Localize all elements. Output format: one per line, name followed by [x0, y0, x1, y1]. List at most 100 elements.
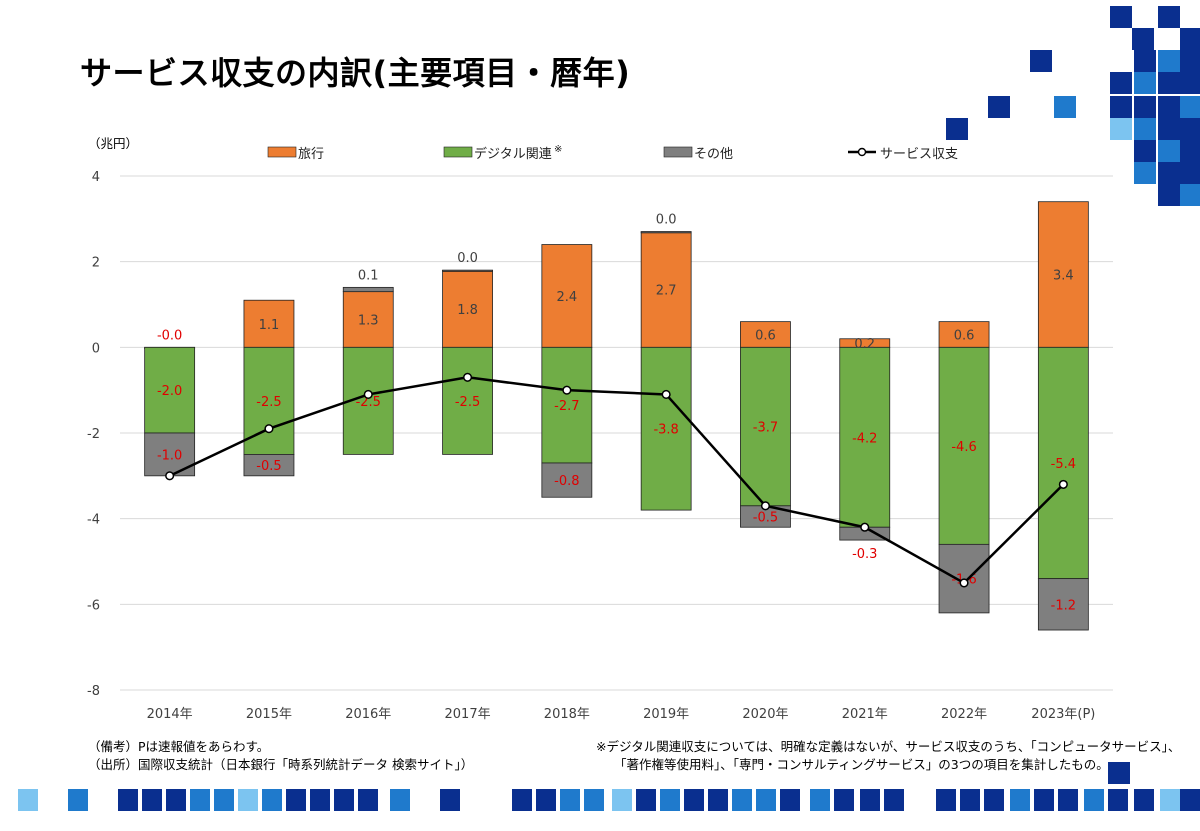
x-tick-label: 2015年	[246, 707, 292, 722]
other-data-label: -1.2	[1051, 598, 1076, 613]
decorative-square	[1034, 789, 1054, 811]
travel-bar	[740, 321, 791, 348]
decorative-square	[214, 789, 234, 811]
decorative-square	[238, 789, 258, 811]
travel-bar	[938, 321, 990, 348]
x-tick-label: 2018年	[544, 707, 590, 722]
decorative-square	[262, 789, 282, 811]
decorative-square	[166, 789, 186, 811]
decorative-square	[18, 789, 38, 811]
service-balance-point	[363, 389, 373, 400]
decorative-square	[660, 789, 680, 811]
travel-data-label: 0.6	[755, 328, 776, 343]
x-tick-label: 2017年	[445, 707, 491, 722]
decorative-square	[68, 789, 88, 811]
digital-data-label: -3.8	[653, 423, 678, 438]
decorative-square	[1158, 6, 1180, 28]
other-bar	[541, 462, 593, 498]
x-tick-label: 2014年	[147, 707, 193, 722]
service-balance-point	[463, 372, 473, 382]
decorative-square	[1158, 96, 1180, 118]
digital-bar	[640, 346, 692, 511]
other-data-label: -0.8	[554, 474, 579, 489]
decorative-square	[1158, 50, 1180, 72]
decorative-square	[1134, 50, 1156, 72]
travel-bar	[442, 269, 493, 348]
decorative-square	[286, 789, 306, 811]
decorative-square	[1134, 96, 1156, 118]
decorative-square	[1158, 162, 1180, 184]
decorative-square	[1134, 118, 1156, 140]
decorative-square	[118, 789, 138, 811]
decorative-square	[1110, 96, 1132, 118]
decorative-square	[834, 789, 854, 811]
digital-data-label: -2.0	[157, 384, 182, 399]
y-axis-unit: （兆円）	[88, 136, 138, 151]
travel-data-label: 3.4	[1053, 269, 1074, 284]
travel-data-label: 0.6	[954, 328, 975, 343]
service-balance-point	[661, 389, 671, 400]
y-tick-label: 0	[92, 341, 100, 356]
y-tick-label: 2	[92, 256, 100, 271]
decorative-square	[1110, 72, 1132, 94]
decorative-square	[310, 789, 330, 811]
decorative-square	[584, 789, 604, 811]
other-bar	[442, 269, 493, 272]
travel-data-label: 2.7	[656, 284, 677, 299]
digital-bar	[541, 346, 593, 464]
note-digital-definition-1: ※デジタル関連収支については、明確な定義はないが、サービス収支のうち、「コンピュ…	[596, 739, 1181, 754]
other-data-label: 0.1	[358, 268, 379, 283]
travel-bar	[541, 244, 593, 348]
legend-marker-line	[857, 147, 867, 157]
other-data-label: -0.5	[256, 459, 281, 474]
notes-left: （備考）Pは速報値をあらわす。 （出所）国際収支統計（日本銀行「時系列統計データ…	[88, 738, 473, 774]
digital-bar	[938, 346, 990, 545]
decorative-square	[684, 789, 704, 811]
legend-label-travel: 旅行	[298, 147, 324, 162]
decorative-square	[1158, 184, 1180, 206]
digital-data-label: -4.6	[951, 440, 976, 455]
x-tick-label: 2021年	[842, 707, 888, 722]
decorative-square	[884, 789, 904, 811]
decorative-square	[440, 789, 460, 811]
decorative-square	[780, 789, 800, 811]
decorative-square	[142, 789, 162, 811]
decorative-square	[636, 789, 656, 811]
decorative-square	[1108, 762, 1130, 784]
notes-right: ※デジタル関連収支については、明確な定義はないが、サービス収支のうち、「コンピュ…	[596, 738, 1180, 774]
other-bar	[1037, 578, 1089, 631]
travel-data-label: 1.1	[259, 318, 280, 333]
service-balance-point	[562, 385, 572, 395]
decorative-square	[860, 789, 880, 811]
decorative-square	[960, 789, 980, 811]
service-balance-point	[264, 424, 274, 434]
digital-data-label: -2.5	[356, 395, 381, 410]
service-balance-point	[760, 501, 771, 511]
x-tick-label: 2019年	[643, 707, 689, 722]
decorative-square	[1054, 96, 1076, 118]
note-source: （出所）国際収支統計（日本銀行「時系列統計データ 検索サイト」）	[88, 757, 474, 772]
y-tick-label: -8	[87, 684, 100, 699]
decorative-square	[1084, 789, 1104, 811]
decorative-square	[1158, 72, 1180, 94]
digital-data-label: -5.4	[1051, 457, 1076, 472]
x-tick-label: 2022年	[941, 707, 987, 722]
decorative-square	[390, 789, 410, 811]
travel-data-label: 0.2	[854, 337, 875, 352]
decorative-square	[1132, 28, 1154, 50]
other-bar	[640, 231, 692, 234]
travel-bar	[342, 291, 394, 348]
decorative-square	[1110, 6, 1132, 28]
decorative-square	[536, 789, 556, 811]
service-balance-line	[169, 376, 1065, 585]
other-bar	[342, 286, 394, 293]
decorative-square	[1134, 140, 1156, 162]
decorative-square	[1134, 72, 1156, 94]
decorative-square	[984, 789, 1004, 811]
decorative-square	[190, 789, 210, 811]
decorative-square	[1180, 50, 1200, 72]
decorative-square	[1180, 789, 1200, 811]
service-balance-point	[959, 578, 969, 588]
